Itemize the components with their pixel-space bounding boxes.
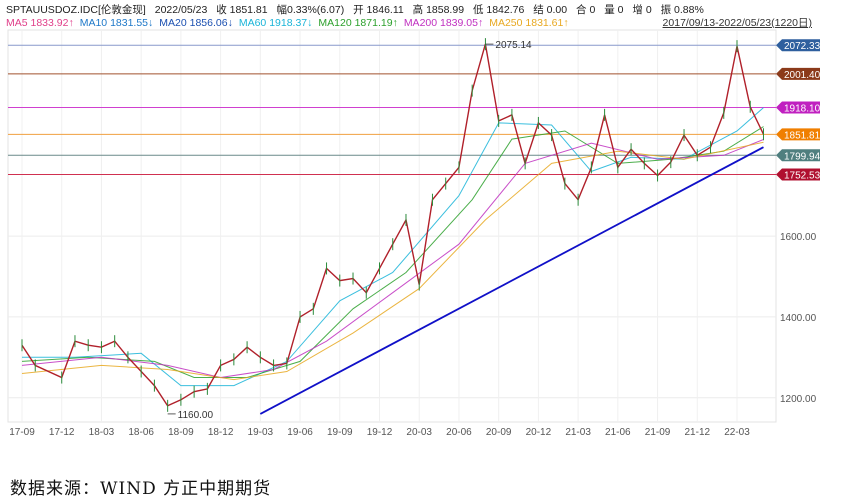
- price-level-label: 1918.10: [784, 104, 821, 115]
- x-tick-label: 17-09: [9, 427, 35, 438]
- date-range-selector[interactable]: 2017/09/13-2022/05/23(1220日): [662, 17, 812, 29]
- x-tick-label: 18-09: [168, 427, 194, 438]
- x-tick-label: 17-12: [49, 427, 75, 438]
- position-label: 合 0: [576, 4, 596, 16]
- price-level-badge: [776, 128, 820, 141]
- x-tick-label: 18-06: [128, 427, 154, 438]
- ma-legend-item: MA20 1856.06↓: [159, 17, 233, 29]
- price-level-label: 1752.53: [784, 170, 821, 181]
- x-tick-label: 21-12: [684, 427, 710, 438]
- x-tick-label: 18-03: [89, 427, 115, 438]
- price-level-badge: [776, 67, 820, 80]
- moving-average-line: [21, 126, 764, 378]
- ma-legend-item: MA200 1839.05↑: [403, 17, 484, 29]
- ma-legend: MA5 1833.92↑ MA10 1831.55↓ MA20 1856.06↓ MA…: [6, 17, 575, 29]
- symbol-label: SPTAUUSDOZ.IDC[伦敦金现]: [6, 4, 146, 16]
- increase-label: 增 0: [632, 4, 652, 16]
- source-note: 数据来源：WIND 方正中期期货: [10, 479, 272, 499]
- annotation-label: 2075.14: [495, 40, 532, 51]
- high-label: 高 1858.99: [412, 4, 465, 16]
- amplitude-label: 振 0.88%: [660, 4, 704, 16]
- x-tick-label: 20-12: [526, 427, 552, 438]
- x-tick-label: 21-03: [565, 427, 591, 438]
- x-tick-label: 19-03: [248, 427, 274, 438]
- price-level-label: 2001.40: [784, 70, 821, 81]
- price-level-badge: [776, 39, 820, 52]
- price-level-label: 2072.33: [784, 41, 821, 52]
- x-tick-label: 18-12: [208, 427, 234, 438]
- volume-label: 量 0: [604, 4, 624, 16]
- y-tick-label: 1200.00: [780, 394, 817, 405]
- x-tick-label: 20-09: [486, 427, 512, 438]
- open-label: 开 1846.11: [353, 4, 404, 16]
- x-tick-label: 19-09: [327, 427, 353, 438]
- y-tick-label: 1600.00: [780, 232, 817, 243]
- price-level-label: 1851.81: [784, 130, 821, 141]
- trend-line: [259, 146, 764, 415]
- price-level-badge: [776, 149, 820, 162]
- ma-legend-item: MA250 1831.61↑: [489, 17, 569, 29]
- low-label: 低 1842.76: [472, 4, 525, 16]
- ma-legend-item: MA120 1871.19↑: [318, 17, 398, 29]
- moving-average-line: [21, 139, 764, 379]
- x-tick-label: 20-03: [406, 427, 432, 438]
- price-level-badge: [776, 101, 820, 114]
- price-chart: 1200.00 1400.00 1600.00 17-09 17-12 18-03 18-0…: [7, 29, 821, 438]
- annotation-label: 1160.00: [178, 410, 214, 421]
- ma-legend-item: MA10 1831.55↓: [79, 17, 154, 29]
- y-tick-label: 1400.00: [780, 313, 817, 324]
- price-level-badge: [776, 168, 820, 181]
- x-tick-label: 21-06: [605, 427, 631, 438]
- x-tick-label: 20-06: [446, 427, 472, 438]
- change-label: 幅0.33%(6.07): [276, 4, 345, 16]
- ma-legend-item: MA5 1833.92↑: [6, 17, 74, 29]
- x-tick-label: 21-09: [645, 427, 671, 438]
- x-tick-label: 19-12: [367, 427, 393, 438]
- close-label: 收 1851.81: [216, 4, 268, 16]
- x-tick-label: 19-06: [287, 427, 313, 438]
- date-label: 2022/05/23: [154, 4, 208, 16]
- price-level-label: 1799.94: [784, 151, 821, 162]
- x-tick-label: 22-03: [724, 427, 750, 438]
- settle-label: 结 0.00: [533, 4, 568, 16]
- price-line: [21, 43, 765, 407]
- ma-legend-item: MA60 1918.37↓: [238, 17, 313, 29]
- plot-frame: [7, 29, 777, 423]
- chart-header: SPTAUUSDOZ.IDC[伦敦金现] 2022/05/23 收 1851.8…: [6, 2, 710, 17]
